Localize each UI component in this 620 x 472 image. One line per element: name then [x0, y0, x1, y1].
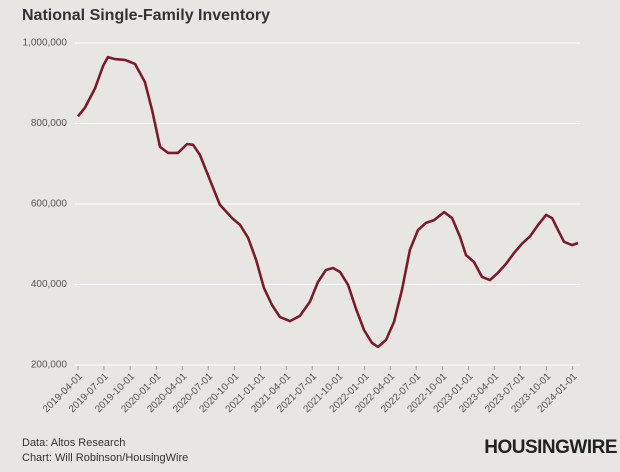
y-tick-label: 200,000	[31, 360, 68, 371]
source: Data: Altos Research	[22, 437, 125, 449]
y-tick-label: 1,000,000	[23, 38, 68, 49]
y-tick-label: 800,000	[31, 118, 68, 129]
chart-title: National Single-Family Inventory	[22, 7, 270, 24]
credit: Chart: Will Robinson/HousingWire	[22, 452, 188, 464]
y-tick-label: 400,000	[31, 279, 68, 290]
logo: HOUSINGWIRE	[484, 437, 617, 458]
y-tick-label: 600,000	[31, 199, 68, 210]
line	[76, 55, 579, 349]
